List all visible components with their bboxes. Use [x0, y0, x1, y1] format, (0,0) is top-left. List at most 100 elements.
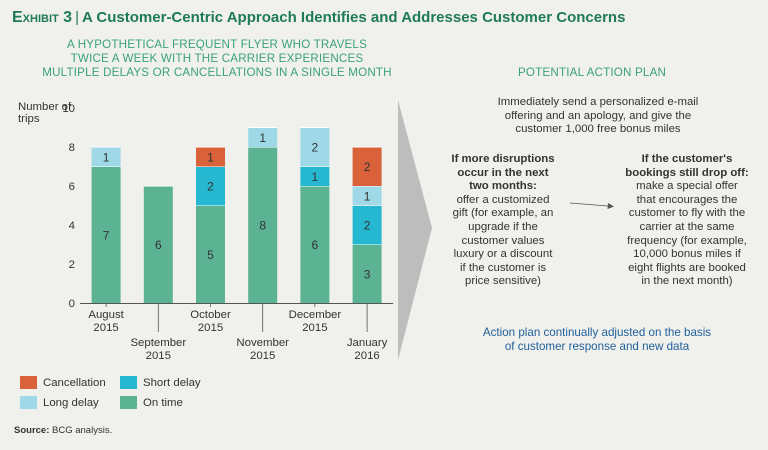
legend-swatch — [120, 396, 137, 409]
plan-line: price sensitive) — [465, 275, 541, 288]
bar-segment — [300, 186, 330, 303]
bar-value-label: 1 — [259, 131, 266, 145]
plan-step-gift-title: occur in the next — [457, 166, 549, 179]
bar-value-label: 6 — [155, 238, 162, 252]
bar-segment — [300, 127, 330, 167]
legend-label: Short delay — [143, 376, 201, 389]
plan-adjustment-note: Action plan continually adjusted on the … — [452, 326, 742, 354]
legend-swatch — [20, 396, 37, 409]
plan-note-line: of customer response and new data — [504, 340, 690, 353]
legend-item-long-delay: Long delay — [20, 396, 99, 409]
plan-line: upgrade if the — [468, 220, 538, 233]
bar-value-label: 6 — [312, 238, 319, 252]
bar-segment — [352, 147, 382, 186]
plan-line: gift (for example, an — [452, 207, 554, 220]
stacked-bar-chart: Number of trips024681071August20156Septem… — [18, 101, 394, 362]
legend-item-cancellation: Cancellation — [20, 376, 106, 389]
bar-value-label: 1 — [103, 150, 110, 164]
category-label: October — [190, 309, 231, 321]
plan-step-offer-title: If the customer's — [641, 153, 733, 165]
legend-item-on-time: On time — [120, 396, 183, 409]
bar-segment — [300, 166, 330, 186]
plan-line: make a special offer — [636, 180, 738, 193]
plan-arrow-head — [607, 203, 614, 209]
legend-label: On time — [143, 396, 183, 409]
title-text: A Customer-Centric Approach Identifies a… — [81, 9, 626, 26]
source-note: Source: BCG analysis. — [14, 425, 112, 436]
plan-step-gift-title: If more disruptions — [451, 153, 555, 165]
plan-line: 10,000 bonus miles if — [633, 248, 741, 261]
source-text: BCG analysis. — [52, 425, 113, 436]
plan-note-line: Action plan continually adjusted on the … — [482, 326, 712, 339]
plan-line: Immediately send a personalized e-mail — [497, 96, 699, 108]
category-label: 2016 — [354, 350, 379, 362]
bar-value-label: 1 — [312, 170, 319, 184]
legend-swatch — [120, 376, 137, 389]
bar-value-label: 1 — [364, 189, 371, 203]
bar-segment — [196, 166, 225, 206]
plan-line: luxury or a discount — [453, 248, 553, 261]
bar-value-label: 8 — [259, 219, 266, 233]
category-label: September — [130, 337, 186, 349]
y-tick-label: 0 — [69, 298, 75, 310]
plan-step-special-offer: If the customer's bookings still drop of… — [612, 153, 762, 289]
plan-line: if the customer is — [459, 261, 547, 274]
plan-step-offer-title: bookings still drop off: — [625, 166, 749, 179]
plan-line: offer a customized — [456, 193, 550, 206]
bar-segment — [352, 205, 382, 245]
exhibit-title: Exhibit 3 | A Customer-Centric Approach Id… — [12, 9, 625, 27]
legend-item-short-delay: Short delay — [120, 376, 201, 389]
chart-subtitle-line: A hypothetical frequent flyer who travel… — [66, 38, 368, 51]
plan-line: customer 1,000 free bonus miles — [515, 123, 681, 136]
bar-segment — [352, 186, 382, 206]
category-label: 2015 — [146, 350, 171, 362]
plan-step-gift-title: two months: — [469, 180, 537, 193]
bar-segment — [196, 147, 225, 167]
category-label: January — [347, 337, 388, 349]
category-label: 2015 — [198, 322, 223, 334]
bar-segment — [143, 186, 173, 303]
bar-value-label: 5 — [207, 248, 214, 262]
y-tick-label: 2 — [69, 259, 75, 271]
bar-value-label: 2 — [207, 180, 214, 194]
plan-step-gift: If more disruptions occur in the next tw… — [438, 153, 568, 289]
category-label: December — [289, 309, 342, 321]
bar-value-label: 2 — [312, 141, 319, 155]
y-tick-label: 4 — [69, 220, 75, 232]
chart-subtitle-line: twice a week with the carrier experience… — [70, 52, 364, 65]
category-label: 2015 — [250, 350, 275, 362]
plan-line: that encourages the — [636, 193, 738, 206]
bar-segment — [91, 166, 121, 303]
plan-line: offering and an apology, and give the — [504, 109, 692, 122]
category-label: 2015 — [93, 322, 118, 334]
y-tick-label: 8 — [69, 142, 75, 154]
legend-label: Cancellation — [43, 376, 106, 389]
category-label: August — [88, 309, 124, 321]
plan-line: carrier at the same — [639, 220, 735, 233]
bar-value-label: 7 — [103, 228, 110, 242]
plan-line: customer to fly with the — [628, 207, 746, 220]
action-plan-heading: Potential action plan — [518, 66, 667, 79]
category-label: 2015 — [302, 322, 327, 334]
plan-line: in the next month) — [641, 275, 733, 288]
category-label: November — [236, 337, 289, 349]
y-tick-label: 10 — [62, 103, 75, 115]
legend-swatch — [20, 376, 37, 389]
chart-subtitle: A hypothetical frequent flyer who travel… — [42, 38, 392, 80]
bar-segment — [196, 205, 225, 303]
plan-arrow-line — [569, 202, 609, 207]
y-axis-label: Number of trips — [18, 101, 72, 125]
bar-value-label: 2 — [364, 160, 371, 174]
bar-value-label: 3 — [364, 267, 371, 281]
bar-segment — [248, 147, 278, 303]
title-separator: | — [75, 9, 79, 26]
plan-line: frequency (for example, — [627, 234, 747, 247]
chevron-shape — [398, 100, 432, 360]
bar-segment — [352, 244, 382, 303]
bar-value-label: 1 — [207, 150, 214, 164]
plan-step-email: Immediately send a personalized e-mail o… — [468, 96, 728, 137]
bar-value-label: 2 — [364, 219, 371, 233]
source-label: Source: — [14, 425, 50, 436]
bar-segment — [91, 147, 121, 167]
